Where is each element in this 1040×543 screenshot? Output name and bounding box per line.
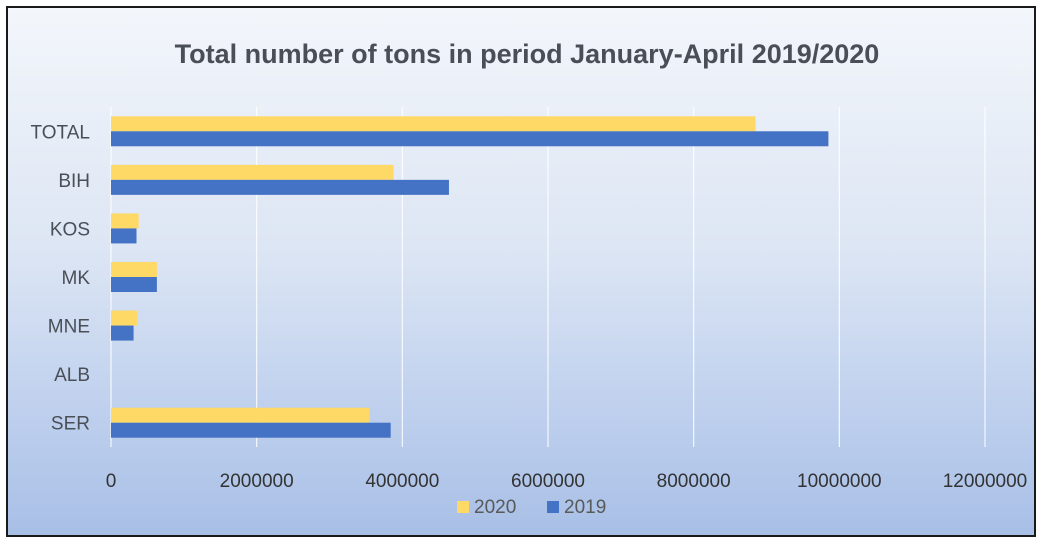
- gridlines: [110, 107, 986, 447]
- x-tick-label: 6000000: [511, 471, 585, 492]
- bar-ser-2020: [111, 407, 370, 423]
- chart-frame: [6, 6, 1036, 537]
- x-tick-label: 12000000: [943, 471, 1028, 492]
- category-label: MNE: [48, 317, 90, 338]
- category-label: KOS: [50, 219, 90, 240]
- legend-swatch-2020: [457, 501, 469, 513]
- bar-ser-2019: [111, 422, 391, 438]
- bar-mk-2020: [111, 262, 157, 277]
- legend-label-2019: 2019: [564, 497, 606, 518]
- x-tick-label: 2000000: [220, 471, 294, 492]
- bar-kos-2019: [111, 228, 137, 244]
- x-tick-label: 8000000: [657, 471, 731, 492]
- category-label: MK: [62, 268, 91, 289]
- category-labels: TOTAL BIH KOS MK MNE ALB SER: [31, 122, 91, 434]
- bar-total-2020: [111, 116, 756, 132]
- chart-title: Total number of tons in period January-A…: [175, 39, 880, 69]
- x-tick-label: 0: [106, 471, 117, 492]
- category-label: ALB: [54, 365, 90, 386]
- bar-bih-2019: [111, 179, 449, 195]
- bars: [111, 116, 829, 438]
- x-tick-label: 10000000: [797, 471, 882, 492]
- bar-mk-2019: [111, 277, 157, 292]
- bar-mne-2020: [111, 310, 138, 326]
- bar-mne-2019: [111, 325, 134, 341]
- category-label: SER: [51, 414, 90, 435]
- bar-total-2019: [111, 131, 829, 147]
- x-tick-label: 4000000: [365, 471, 439, 492]
- bar-kos-2020: [111, 213, 139, 229]
- legend-label-2020: 2020: [474, 497, 516, 518]
- x-tick-labels: 0 2000000 4000000 6000000 8000000 10000000 120…: [106, 471, 1028, 492]
- bar-bih-2020: [111, 164, 394, 180]
- category-label: BIH: [58, 171, 90, 192]
- legend-swatch-2019: [547, 501, 559, 513]
- legend: 2020 2019: [457, 497, 606, 518]
- category-label: TOTAL: [31, 122, 90, 143]
